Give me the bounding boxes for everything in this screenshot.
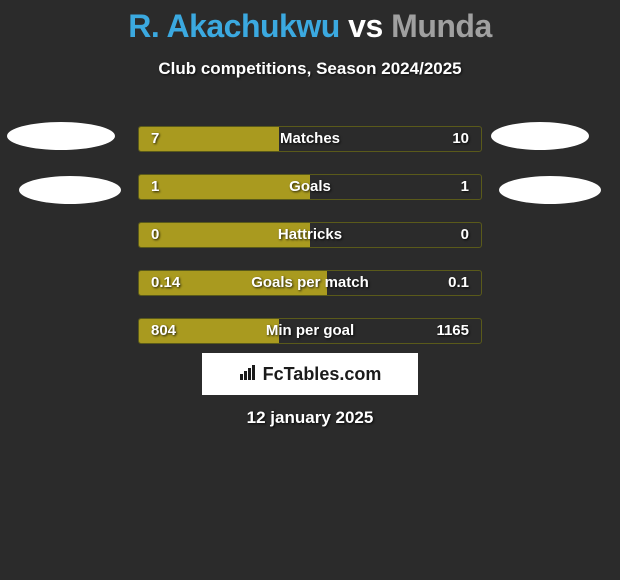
player2-name: Munda bbox=[391, 8, 492, 44]
player-badge-ellipse bbox=[499, 176, 601, 204]
player-badge-ellipse bbox=[7, 122, 115, 150]
stat-fill-left bbox=[139, 127, 279, 151]
stat-fill-left bbox=[139, 223, 310, 247]
comparison-infographic: R. Akachukwu vs Munda Club competitions,… bbox=[0, 0, 620, 580]
stat-value-left: 1 bbox=[151, 175, 159, 199]
stat-value-right: 0.1 bbox=[448, 271, 469, 295]
stats-bars: Matches710Goals11Hattricks00Goals per ma… bbox=[138, 126, 482, 366]
stat-fill-left bbox=[139, 175, 310, 199]
stat-value-left: 804 bbox=[151, 319, 176, 343]
bars-icon bbox=[239, 364, 259, 380]
vs-text: vs bbox=[348, 8, 383, 44]
brand-logo: FcTables.com bbox=[239, 364, 382, 385]
brand-text: FcTables.com bbox=[263, 364, 382, 385]
stat-row: Min per goal8041165 bbox=[138, 318, 482, 344]
stat-row: Goals11 bbox=[138, 174, 482, 200]
player-badge-ellipse bbox=[491, 122, 589, 150]
stat-value-left: 7 bbox=[151, 127, 159, 151]
brand-box: FcTables.com bbox=[202, 353, 418, 395]
stat-row: Goals per match0.140.1 bbox=[138, 270, 482, 296]
stat-value-right: 1 bbox=[461, 175, 469, 199]
player1-name: R. Akachukwu bbox=[128, 8, 340, 44]
stat-value-left: 0 bbox=[151, 223, 159, 247]
page-title: R. Akachukwu vs Munda bbox=[0, 0, 620, 45]
date-text: 12 january 2025 bbox=[0, 408, 620, 428]
stat-value-right: 1165 bbox=[436, 319, 469, 343]
stat-value-left: 0.14 bbox=[151, 271, 180, 295]
stat-value-right: 10 bbox=[452, 127, 469, 151]
stat-value-right: 0 bbox=[461, 223, 469, 247]
stat-row: Hattricks00 bbox=[138, 222, 482, 248]
subtitle: Club competitions, Season 2024/2025 bbox=[0, 59, 620, 79]
stat-row: Matches710 bbox=[138, 126, 482, 152]
player-badge-ellipse bbox=[19, 176, 121, 204]
